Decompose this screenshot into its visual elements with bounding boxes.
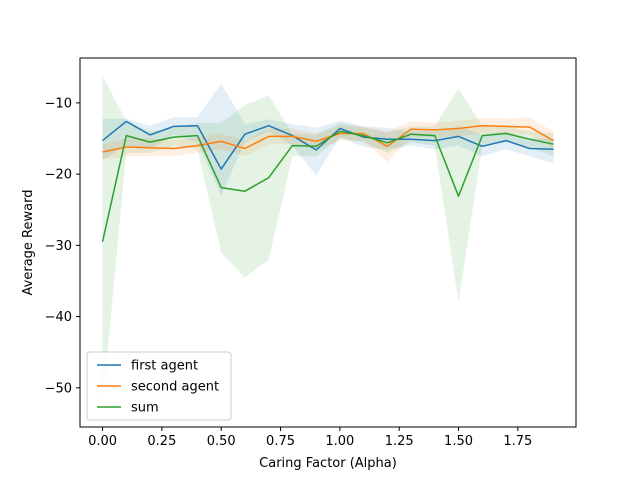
line-second-agent: [102, 124, 554, 153]
x-tick-label: 1.00: [325, 434, 354, 449]
points-first-agent: [102, 121, 554, 170]
y-tick-label: −30: [45, 239, 72, 254]
y-tick-label: −10: [45, 96, 72, 111]
y-axis-ticks: −50 −40 −30 −20 −10: [45, 96, 80, 396]
y-tick-label: −50: [45, 381, 72, 396]
legend-label-second-agent: second agent: [131, 380, 219, 395]
line-sum: [101, 130, 554, 242]
legend-label-sum: sum: [131, 401, 159, 416]
legend-label-first-agent: first agent: [131, 359, 198, 374]
x-axis-label: Caring Factor (Alpha): [259, 456, 397, 471]
axes-frame: [79, 57, 577, 428]
x-tick-label: 1.75: [503, 434, 532, 449]
x-tick-label: 0.50: [207, 434, 236, 449]
points-sum: [102, 131, 554, 242]
x-tick-label: 0.75: [266, 434, 295, 449]
legend: first agent second agent sum: [86, 351, 232, 421]
x-tick-label: 0.00: [88, 434, 117, 449]
points-second-agent: [102, 125, 554, 153]
y-tick-label: −20: [45, 168, 72, 183]
x-axis-ticks: 0.00 0.25 0.50 0.75 1.00 1.25 1.50 1.75: [88, 427, 532, 449]
legend-box: [86, 351, 232, 421]
x-tick-label: 1.25: [385, 434, 414, 449]
y-axis-label: Average Reward: [21, 190, 36, 296]
x-tick-label: 1.50: [444, 434, 473, 449]
series-lines: [101, 120, 554, 242]
y-tick-label: −40: [45, 310, 72, 325]
x-tick-label: 0.25: [147, 434, 176, 449]
